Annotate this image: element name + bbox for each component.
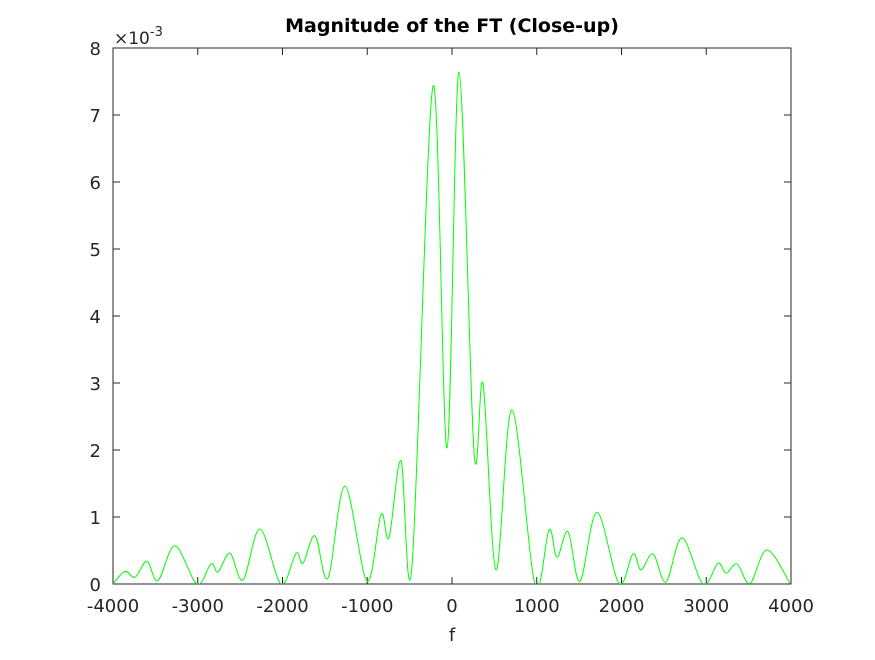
x-tick-label: -2000	[256, 596, 308, 617]
y-tick-label: 5	[90, 240, 101, 261]
y-tick-label: 8	[90, 39, 101, 60]
x-tick-label: 4000	[768, 596, 814, 617]
y-tick-label: 2	[90, 441, 101, 462]
x-tick-label: 1000	[514, 596, 560, 617]
y-tick-label: 6	[90, 173, 101, 194]
y-tick-label: 1	[90, 508, 101, 529]
x-tick-label: 3000	[683, 596, 729, 617]
y-multiplier-exponent: -3	[150, 25, 163, 40]
y-tick-label: 4	[90, 307, 101, 328]
y-multiplier-base: ×10	[114, 29, 150, 49]
line-series	[113, 71, 791, 584]
y-multiplier: ×10-3	[114, 25, 163, 49]
x-tick-label: -4000	[87, 596, 139, 617]
x-tick-label: 0	[446, 596, 457, 617]
y-tick-label: 3	[90, 374, 101, 395]
x-tick-label: -1000	[341, 596, 393, 617]
y-tick-label: 7	[90, 106, 101, 127]
x-axis-label: f	[449, 625, 456, 646]
x-tick-label: 2000	[599, 596, 645, 617]
y-tick-label: 0	[90, 575, 101, 596]
x-tick-label: -3000	[172, 596, 224, 617]
chart-title: Magnitude of the FT (Close-up)	[285, 15, 619, 37]
